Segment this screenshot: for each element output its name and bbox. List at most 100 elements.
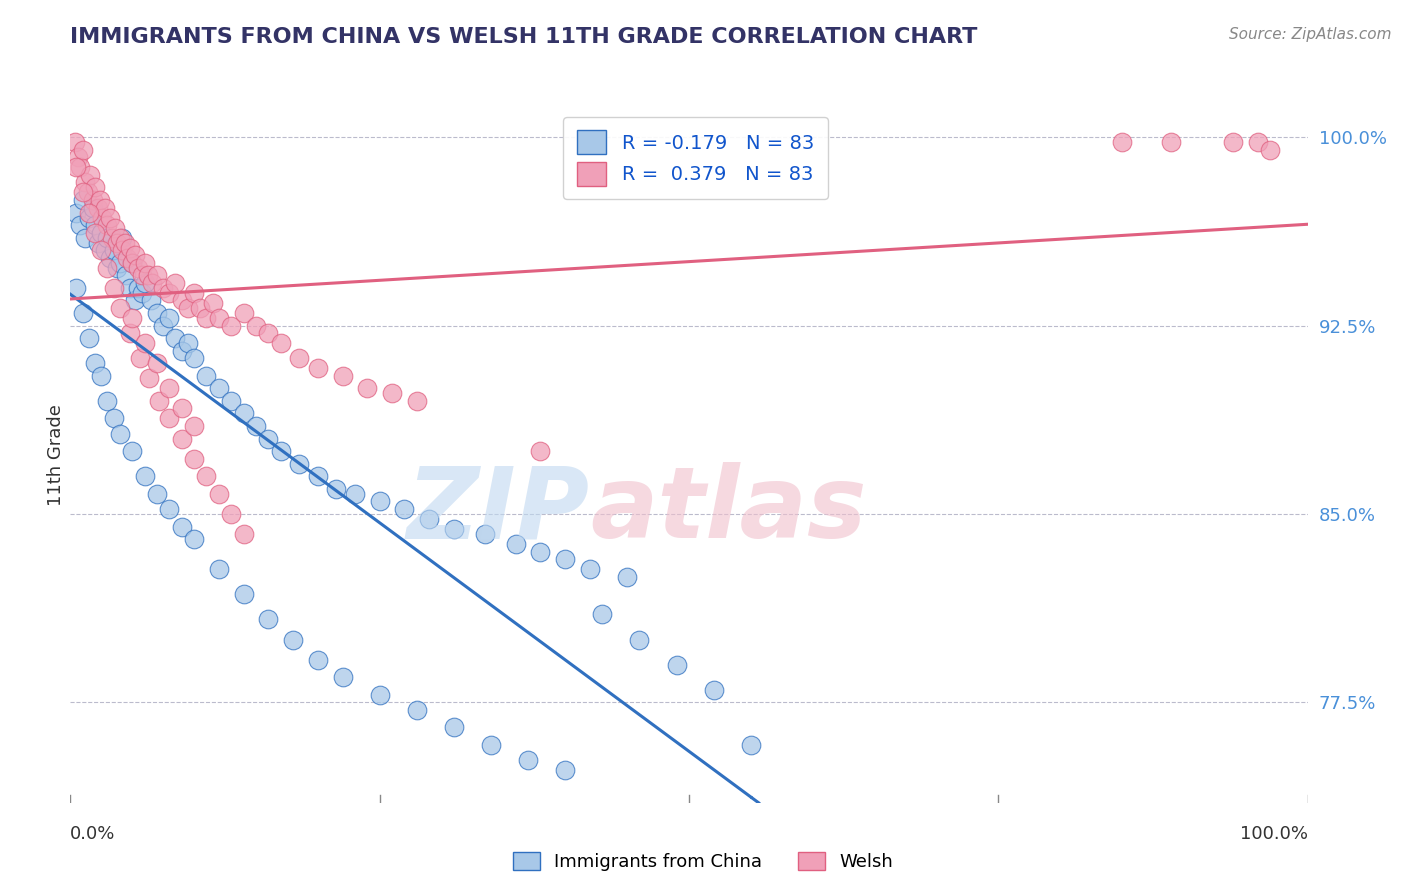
Point (134, 256, 156, 270)
Point (82, 193, 104, 207)
Point (96, 230, 118, 244)
Point (157, 381, 180, 395)
Point (356, 381, 378, 395)
Point (157, 411, 180, 425)
Point (740, 738, 762, 752)
Point (307, 361, 329, 376)
Point (1260, 143, 1282, 157)
Point (146, 306, 169, 320)
Point (343, 487, 366, 501)
Point (418, 512, 440, 526)
Point (66, 150, 89, 164)
Point (103, 244, 125, 258)
Point (146, 356, 169, 370)
Point (69, 161, 91, 175)
Point (91, 211, 114, 225)
Point (288, 351, 311, 366)
Point (131, 285, 153, 300)
Point (195, 368, 218, 383)
Point (270, 336, 292, 351)
Point (170, 519, 193, 533)
Point (65, 281, 87, 295)
Point (138, 371, 160, 385)
Point (139, 293, 162, 308)
Point (517, 753, 540, 767)
Point (121, 444, 143, 458)
Point (270, 444, 292, 458)
Point (115, 251, 138, 265)
Point (111, 230, 134, 244)
Point (529, 544, 551, 558)
Point (332, 670, 354, 684)
Point (84, 226, 107, 240)
Point (201, 296, 224, 310)
Point (136, 268, 159, 283)
Point (72, 193, 94, 207)
Point (105, 260, 128, 275)
Point (257, 326, 280, 340)
Point (96, 218, 118, 232)
Text: atlas: atlas (591, 462, 866, 559)
Point (443, 522, 465, 536)
Point (72, 186, 94, 200)
Point (108, 426, 131, 441)
Point (77, 205, 100, 219)
Point (65, 135, 87, 149)
Point (134, 276, 156, 290)
Point (281, 632, 304, 647)
Point (1247, 135, 1270, 149)
Point (98, 211, 121, 225)
Point (148, 393, 170, 408)
Point (165, 276, 187, 290)
Point (579, 562, 602, 576)
Legend: R = -0.179   N = 83, R =  0.379   N = 83: R = -0.179 N = 83, R = 0.379 N = 83 (564, 117, 828, 199)
Point (76, 186, 98, 200)
Point (118, 281, 141, 295)
Point (101, 230, 124, 244)
Point (1160, 135, 1182, 149)
Point (105, 235, 128, 250)
Point (121, 256, 143, 270)
Point (157, 311, 180, 326)
Point (232, 306, 254, 320)
Point (232, 587, 254, 601)
Point (443, 721, 465, 735)
Point (131, 268, 153, 283)
Point (554, 552, 576, 566)
Point (195, 469, 218, 483)
Point (103, 281, 125, 295)
Point (183, 419, 205, 434)
Point (288, 457, 311, 471)
Point (257, 612, 280, 626)
Point (208, 562, 231, 576)
Point (72, 143, 94, 157)
Point (208, 311, 231, 326)
Point (245, 318, 267, 333)
Point (77, 331, 100, 345)
Point (82, 201, 104, 215)
Point (141, 276, 163, 290)
Text: Source: ZipAtlas.com: Source: ZipAtlas.com (1229, 27, 1392, 42)
Point (118, 241, 141, 255)
Point (115, 268, 138, 283)
Point (96, 393, 118, 408)
Point (183, 351, 205, 366)
Point (146, 487, 169, 501)
Point (127, 260, 149, 275)
Point (124, 293, 146, 308)
Point (1222, 135, 1244, 149)
Point (405, 703, 427, 717)
Point (121, 311, 143, 326)
Point (554, 763, 576, 777)
Point (505, 537, 527, 551)
Point (628, 632, 651, 647)
Point (72, 306, 94, 320)
Point (188, 301, 211, 315)
Point (65, 205, 87, 219)
Legend: Immigrants from China, Welsh: Immigrants from China, Welsh (505, 845, 901, 879)
Point (69, 218, 91, 232)
Point (208, 381, 231, 395)
Point (108, 230, 131, 244)
Point (84, 180, 107, 194)
Point (111, 244, 134, 258)
